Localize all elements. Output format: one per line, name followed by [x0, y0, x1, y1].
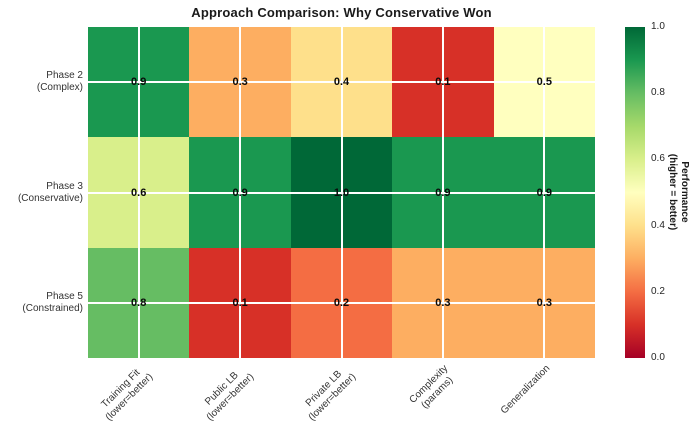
- heatmap-cell: [392, 137, 494, 248]
- heatmap-cell: [392, 247, 494, 358]
- heatmap-cell: [290, 27, 393, 138]
- colorbar-label-line: (higher = better): [667, 153, 678, 231]
- y-axis-label-line: Phase 2: [46, 70, 83, 82]
- x-axis-label: Complexity (params): [408, 363, 460, 415]
- colorbar-tick-label: 0.2: [651, 285, 665, 297]
- heatmap-cell: [88, 137, 190, 248]
- x-axis-label: Private LB (lower=better): [298, 363, 359, 424]
- heatmap-cell: [493, 137, 595, 248]
- colorbar-tick-label: 0.8: [651, 87, 665, 99]
- heatmap-cell: [290, 247, 393, 358]
- colorbar-tick-label: 1.0: [651, 21, 665, 32]
- x-axis-labels: Training Fit (lower=better) Public LB (lowe…: [88, 360, 595, 434]
- y-axis-label-line: Phase 5: [46, 290, 83, 302]
- y-axis-label-line: Phase 3: [46, 180, 83, 192]
- y-axis-label: Phase 5 (Constrained): [0, 291, 83, 315]
- chart-title: Approach Comparison: Why Conservative Wo…: [191, 5, 492, 20]
- heatmap-cell: [493, 247, 595, 358]
- heatmap-cell: [290, 137, 393, 248]
- heatmap-cell: [88, 27, 190, 138]
- x-axis-label-line: Generalization: [498, 363, 553, 417]
- heatmap-cell: [189, 137, 291, 248]
- x-axis-label: Training Fit (lower=better): [95, 363, 156, 424]
- heatmap-cell: [493, 27, 595, 138]
- colorbar-tick-label: 0.6: [651, 153, 665, 165]
- heatmap-cell: [189, 247, 291, 358]
- colorbar-tick-label: 0.4: [651, 219, 665, 231]
- colorbar-label-line: Performance: [679, 161, 690, 223]
- heatmap-cell: [88, 247, 190, 358]
- heatmap: [88, 27, 595, 358]
- y-axis-label: Phase 3 (Conservative): [0, 181, 83, 205]
- colorbar: [625, 27, 645, 358]
- y-axis-label-line: (Constrained): [22, 302, 83, 314]
- heatmap-cell: [189, 27, 291, 138]
- x-axis-label: Generalization: [499, 363, 553, 417]
- y-axis-label-line: (Complex): [36, 82, 83, 94]
- colorbar-label: Performance (higher = better): [666, 154, 690, 230]
- y-axis-label: Phase 2 (Complex): [0, 70, 83, 94]
- y-axis-label-line: (Conservative): [17, 192, 83, 204]
- x-axis-label: Public LB (lower=better): [196, 363, 257, 424]
- y-axis-labels: Phase 2 (Complex) Phase 3 (Conservative) Pha…: [0, 27, 83, 358]
- heatmap-cell: [392, 27, 494, 138]
- colorbar-tick-label: 0.0: [651, 352, 665, 363]
